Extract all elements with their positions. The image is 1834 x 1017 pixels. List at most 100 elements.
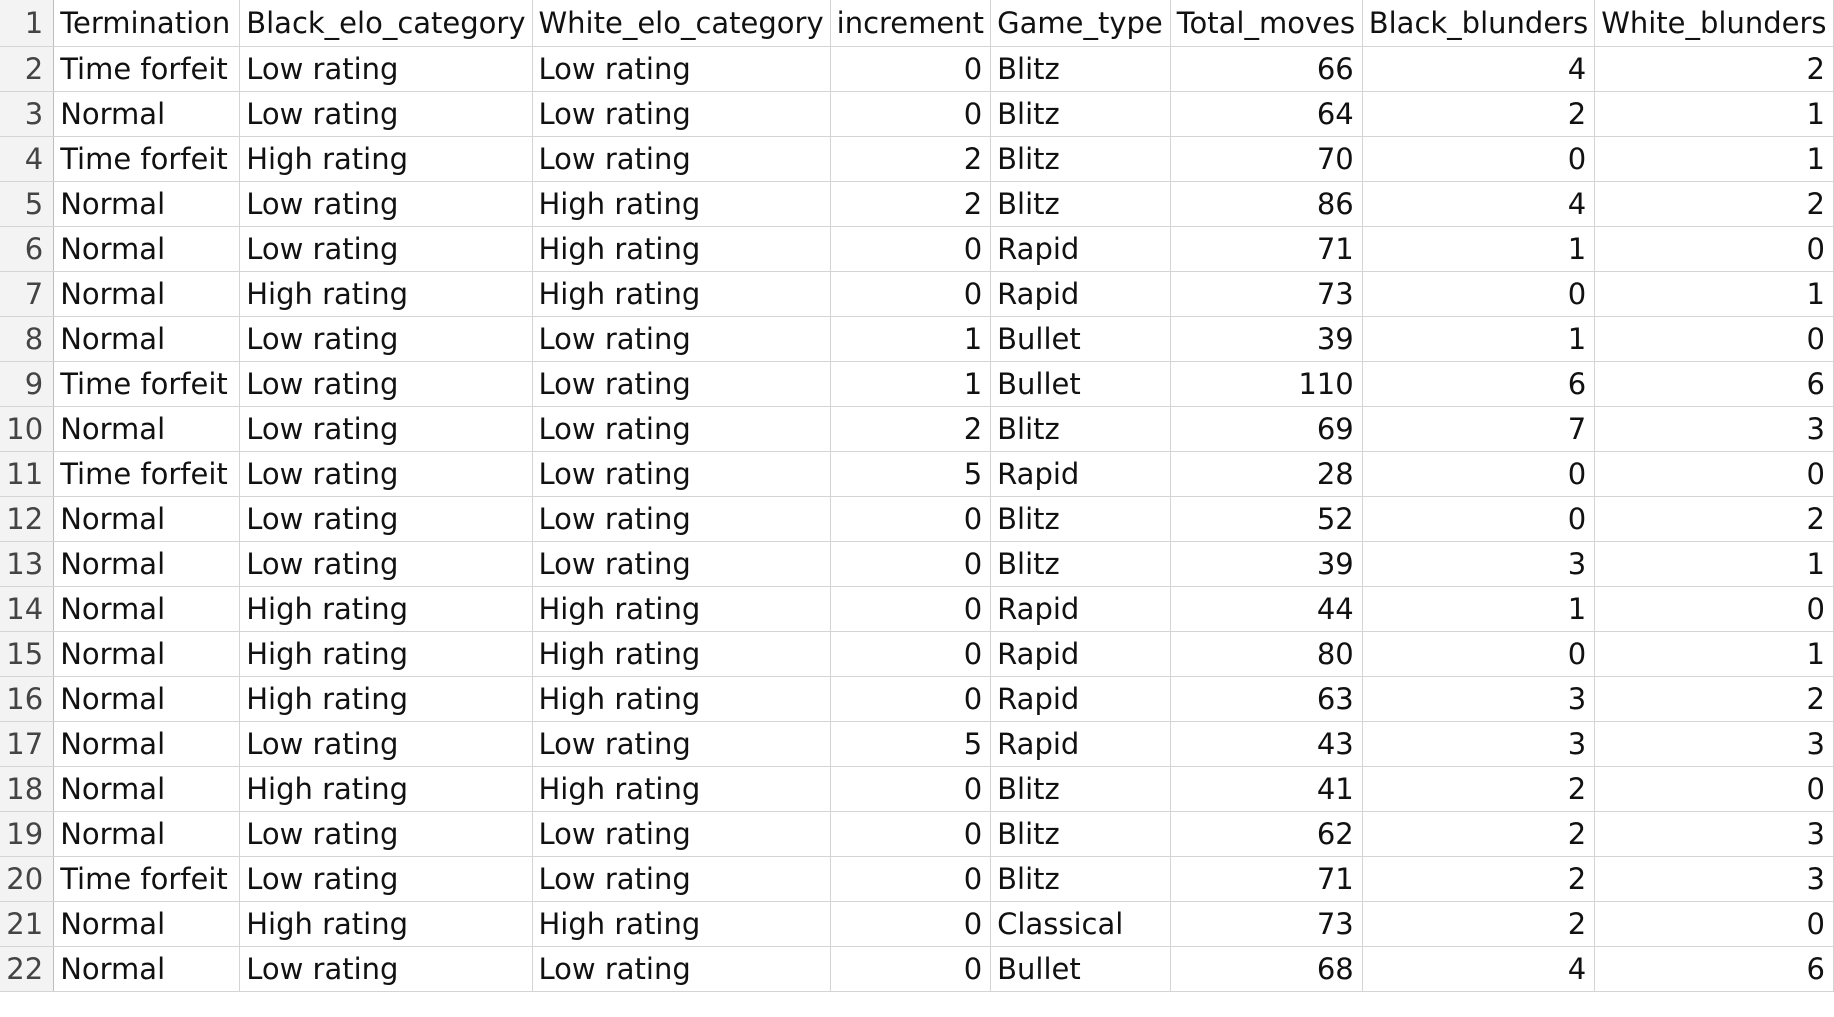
cell-total-moves[interactable]: 70 xyxy=(1170,136,1363,182)
cell-black-elo-category[interactable]: Low rating xyxy=(239,226,533,272)
cell-white-elo-category[interactable]: High rating xyxy=(532,226,831,272)
cell-white-blunders[interactable]: 1 xyxy=(1594,136,1834,182)
cell-termination[interactable]: Time forfeit xyxy=(53,361,241,407)
cell-total-moves[interactable]: 63 xyxy=(1170,676,1363,722)
cell-white-blunders[interactable]: 0 xyxy=(1594,586,1834,632)
cell-total-moves[interactable]: 43 xyxy=(1170,721,1363,767)
cell-black-blunders[interactable]: 6 xyxy=(1362,361,1596,407)
cell-black-blunders[interactable]: 7 xyxy=(1362,406,1596,452)
cell-white-elo-category[interactable]: Low rating xyxy=(532,946,831,992)
cell-black-blunders[interactable]: 2 xyxy=(1362,766,1596,812)
header-cell-white-elo-category[interactable]: White_elo_category xyxy=(532,0,831,47)
cell-black-blunders[interactable]: 0 xyxy=(1362,271,1596,317)
cell-increment[interactable]: 0 xyxy=(830,856,992,902)
cell-black-elo-category[interactable]: High rating xyxy=(239,586,533,632)
cell-white-blunders[interactable]: 3 xyxy=(1594,811,1834,857)
cell-game-type[interactable]: Blitz xyxy=(990,856,1171,902)
cell-black-elo-category[interactable]: Low rating xyxy=(239,496,533,542)
cell-termination[interactable]: Normal xyxy=(53,496,241,542)
cell-black-elo-category[interactable]: Low rating xyxy=(239,316,533,362)
cell-black-elo-category[interactable]: Low rating xyxy=(239,46,533,92)
cell-white-elo-category[interactable]: Low rating xyxy=(532,721,831,767)
cell-increment[interactable]: 0 xyxy=(830,901,992,947)
cell-black-elo-category[interactable]: Low rating xyxy=(239,91,533,137)
cell-increment[interactable]: 0 xyxy=(830,811,992,857)
cell-white-blunders[interactable]: 6 xyxy=(1594,946,1834,992)
cell-termination[interactable]: Time forfeit xyxy=(53,856,241,902)
cell-black-blunders[interactable]: 0 xyxy=(1362,136,1596,182)
cell-black-elo-category[interactable]: Low rating xyxy=(239,721,533,767)
row-number[interactable]: 3 xyxy=(0,91,55,137)
row-number[interactable]: 5 xyxy=(0,181,55,227)
cell-total-moves[interactable]: 110 xyxy=(1170,361,1363,407)
cell-white-elo-category[interactable]: Low rating xyxy=(532,316,831,362)
cell-increment[interactable]: 0 xyxy=(830,226,992,272)
cell-black-elo-category[interactable]: High rating xyxy=(239,136,533,182)
cell-black-blunders[interactable]: 0 xyxy=(1362,451,1596,497)
cell-black-blunders[interactable]: 3 xyxy=(1362,721,1596,767)
cell-game-type[interactable]: Blitz xyxy=(990,91,1171,137)
cell-white-blunders[interactable]: 1 xyxy=(1594,91,1834,137)
cell-total-moves[interactable]: 73 xyxy=(1170,901,1363,947)
cell-increment[interactable]: 0 xyxy=(830,676,992,722)
cell-total-moves[interactable]: 80 xyxy=(1170,631,1363,677)
row-number[interactable]: 19 xyxy=(0,811,55,857)
row-number[interactable]: 18 xyxy=(0,766,55,812)
header-cell-total-moves[interactable]: Total_moves xyxy=(1170,0,1363,47)
cell-increment[interactable]: 5 xyxy=(830,721,992,767)
cell-termination[interactable]: Time forfeit xyxy=(53,136,241,182)
cell-game-type[interactable]: Bullet xyxy=(990,361,1171,407)
row-number[interactable]: 8 xyxy=(0,316,55,362)
cell-increment[interactable]: 0 xyxy=(830,46,992,92)
row-number[interactable]: 22 xyxy=(0,946,55,992)
cell-game-type[interactable]: Blitz xyxy=(990,766,1171,812)
cell-black-blunders[interactable]: 1 xyxy=(1362,226,1596,272)
cell-white-elo-category[interactable]: High rating xyxy=(532,901,831,947)
cell-white-elo-category[interactable]: High rating xyxy=(532,586,831,632)
cell-black-blunders[interactable]: 2 xyxy=(1362,91,1596,137)
cell-termination[interactable]: Normal xyxy=(53,586,241,632)
cell-termination[interactable]: Normal xyxy=(53,631,241,677)
cell-white-blunders[interactable]: 2 xyxy=(1594,676,1834,722)
cell-white-elo-category[interactable]: High rating xyxy=(532,676,831,722)
row-number[interactable]: 10 xyxy=(0,406,55,452)
cell-white-elo-category[interactable]: Low rating xyxy=(532,136,831,182)
cell-white-elo-category[interactable]: High rating xyxy=(532,271,831,317)
cell-total-moves[interactable]: 86 xyxy=(1170,181,1363,227)
cell-white-blunders[interactable]: 0 xyxy=(1594,901,1834,947)
cell-total-moves[interactable]: 39 xyxy=(1170,541,1363,587)
cell-white-blunders[interactable]: 0 xyxy=(1594,226,1834,272)
cell-game-type[interactable]: Classical xyxy=(990,901,1171,947)
cell-game-type[interactable]: Rapid xyxy=(990,631,1171,677)
cell-game-type[interactable]: Blitz xyxy=(990,541,1171,587)
row-number[interactable]: 1 xyxy=(0,0,55,47)
row-number[interactable]: 16 xyxy=(0,676,55,722)
header-cell-game-type[interactable]: Game_type xyxy=(990,0,1171,47)
cell-game-type[interactable]: Blitz xyxy=(990,496,1171,542)
cell-total-moves[interactable]: 73 xyxy=(1170,271,1363,317)
cell-termination[interactable]: Normal xyxy=(53,226,241,272)
cell-white-elo-category[interactable]: Low rating xyxy=(532,91,831,137)
cell-white-blunders[interactable]: 2 xyxy=(1594,496,1834,542)
cell-increment[interactable]: 2 xyxy=(830,136,992,182)
cell-termination[interactable]: Time forfeit xyxy=(53,451,241,497)
row-number[interactable]: 15 xyxy=(0,631,55,677)
cell-total-moves[interactable]: 64 xyxy=(1170,91,1363,137)
header-cell-black-elo-category[interactable]: Black_elo_category xyxy=(239,0,533,47)
cell-termination[interactable]: Normal xyxy=(53,271,241,317)
cell-black-blunders[interactable]: 4 xyxy=(1362,46,1596,92)
cell-game-type[interactable]: Blitz xyxy=(990,406,1171,452)
cell-white-elo-category[interactable]: Low rating xyxy=(532,361,831,407)
cell-black-elo-category[interactable]: High rating xyxy=(239,901,533,947)
cell-game-type[interactable]: Rapid xyxy=(990,451,1171,497)
row-number[interactable]: 20 xyxy=(0,856,55,902)
cell-increment[interactable]: 2 xyxy=(830,181,992,227)
row-number[interactable]: 6 xyxy=(0,226,55,272)
cell-white-blunders[interactable]: 3 xyxy=(1594,721,1834,767)
cell-termination[interactable]: Normal xyxy=(53,541,241,587)
cell-game-type[interactable]: Rapid xyxy=(990,676,1171,722)
cell-game-type[interactable]: Rapid xyxy=(990,271,1171,317)
cell-black-elo-category[interactable]: Low rating xyxy=(239,856,533,902)
cell-black-blunders[interactable]: 2 xyxy=(1362,811,1596,857)
row-number[interactable]: 21 xyxy=(0,901,55,947)
